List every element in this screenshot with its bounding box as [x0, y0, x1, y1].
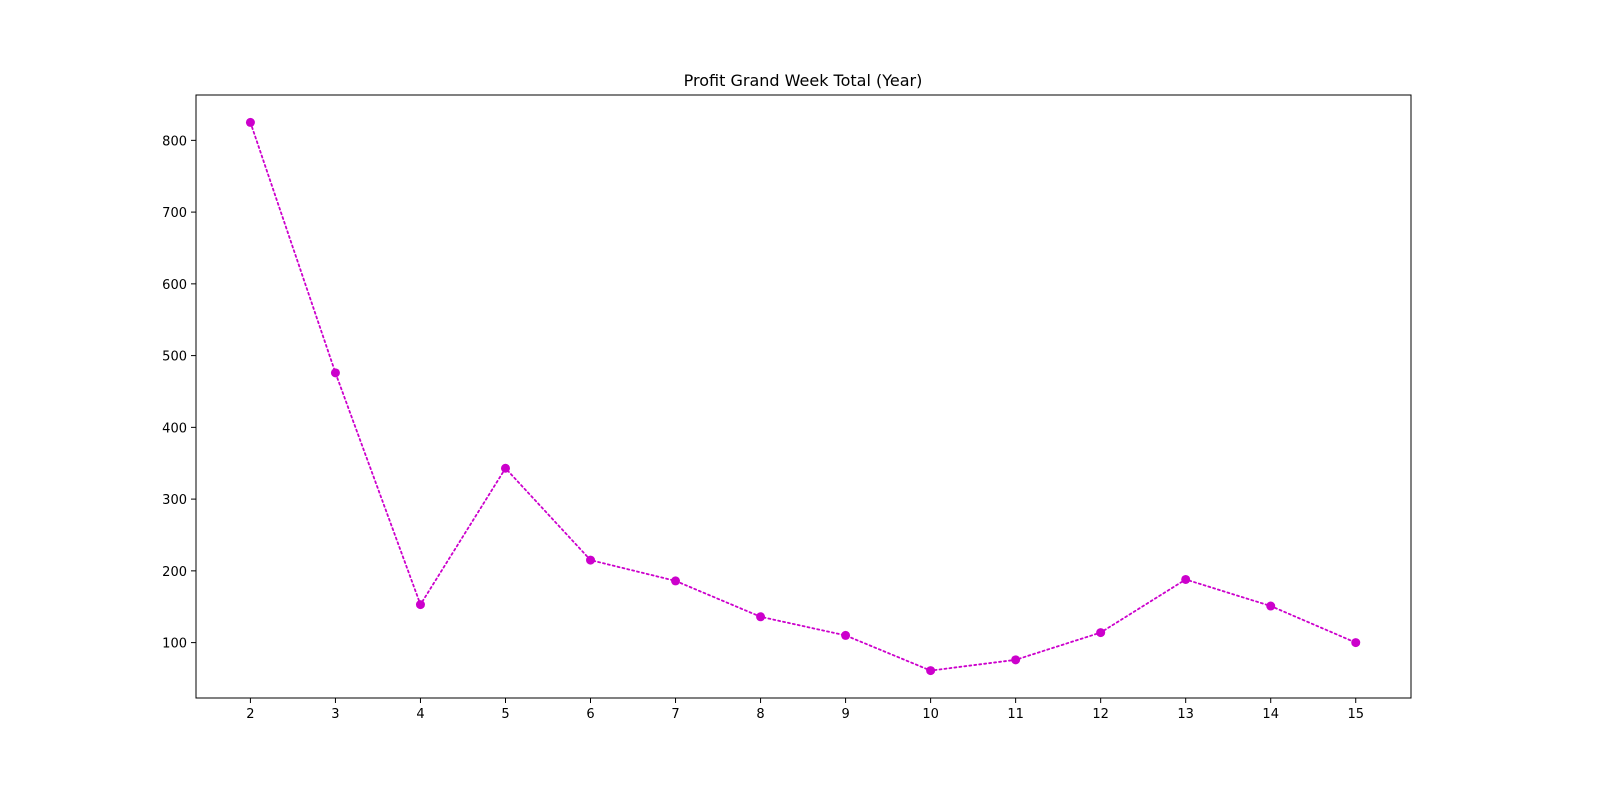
series-layer [245, 117, 1361, 676]
y-tick-label: 100 [162, 637, 187, 652]
data-point [500, 463, 510, 473]
data-point [415, 600, 425, 610]
data-point [330, 368, 340, 378]
x-tick-label: 15 [1347, 707, 1364, 722]
x-tick-label: 5 [501, 707, 509, 722]
x-axis: 2 3 4 5 6 7 8 9 10 11 12 13 14 15 [246, 698, 1364, 722]
data-point [841, 630, 851, 640]
data-point [1181, 574, 1191, 584]
x-tick-label: 3 [331, 707, 339, 722]
data-point [245, 117, 255, 127]
x-tick-label: 4 [416, 707, 424, 722]
data-point [1266, 601, 1276, 611]
data-point [586, 555, 596, 565]
data-point [926, 666, 936, 676]
data-point [671, 576, 681, 586]
y-tick-label: 400 [162, 421, 187, 436]
x-tick-label: 9 [841, 707, 849, 722]
data-point [1351, 638, 1361, 648]
x-tick-label: 7 [671, 707, 679, 722]
x-tick-label: 12 [1092, 707, 1109, 722]
data-point [1096, 628, 1106, 638]
x-tick-label: 8 [756, 707, 764, 722]
x-tick-label: 14 [1262, 707, 1279, 722]
y-tick-label: 600 [162, 278, 187, 293]
plot-area-frame [195, 94, 1412, 699]
x-tick-label: 2 [246, 707, 254, 722]
y-tick-label: 200 [162, 565, 187, 580]
data-point [756, 612, 766, 622]
y-tick-label: 300 [162, 493, 187, 508]
series-line [249, 121, 1357, 672]
x-tick-label: 10 [922, 707, 939, 722]
y-tick-label: 500 [162, 350, 187, 365]
x-tick-label: 13 [1177, 707, 1194, 722]
x-tick-label: 11 [1007, 707, 1024, 722]
y-axis: 100 200 300 400 500 600 700 800 [162, 134, 196, 652]
x-tick-label: 6 [586, 707, 594, 722]
chart-title: Profit Grand Week Total (Year) [684, 71, 923, 90]
y-tick-label: 700 [162, 206, 187, 221]
data-point [1011, 655, 1021, 665]
y-tick-label: 800 [162, 134, 187, 149]
